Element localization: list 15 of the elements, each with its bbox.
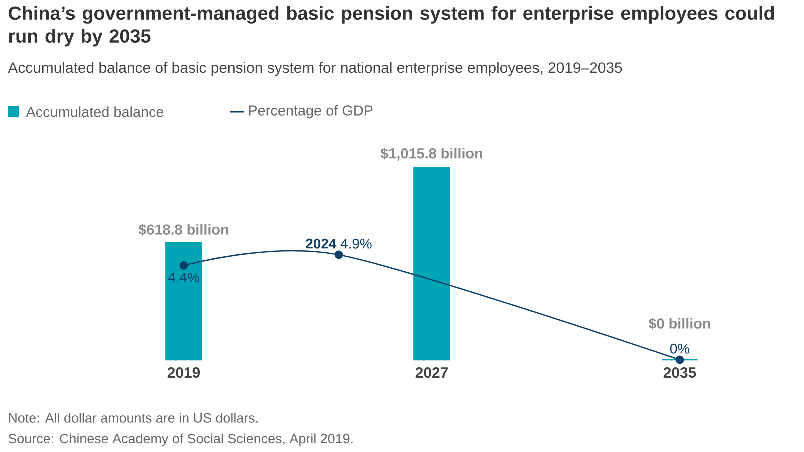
source-note: Source: Chinese Academy of Social Sciences, April 2019. [8,434,353,446]
x-tick-label: 2027 [416,368,448,378]
legend-label: Percentage of GDP [249,105,373,119]
data-label: $618.8 billion [138,224,228,236]
chart-subtitle: Accumulated balance of basic pension system for national enterprise employees, 2019–2035 [8,62,622,76]
data-label: 2024 4.9% [306,238,372,249]
legend-label: Accumulated balance [26,106,164,118]
data-label: 0% [670,344,690,354]
x-tick-label: 2019 [168,368,200,378]
data-label: 4.4% [168,272,200,283]
chart-title: China’s government-managed basic pension system for enterprise employees could run dry by 2035 [8,6,774,47]
data-label: $0 billion [648,318,710,330]
text: Note: All dollar amounts are in US dollars. [9,413,258,423]
x-tick-label: 2035 [664,368,696,378]
data-label: $1,015.8 billion [380,148,482,161]
